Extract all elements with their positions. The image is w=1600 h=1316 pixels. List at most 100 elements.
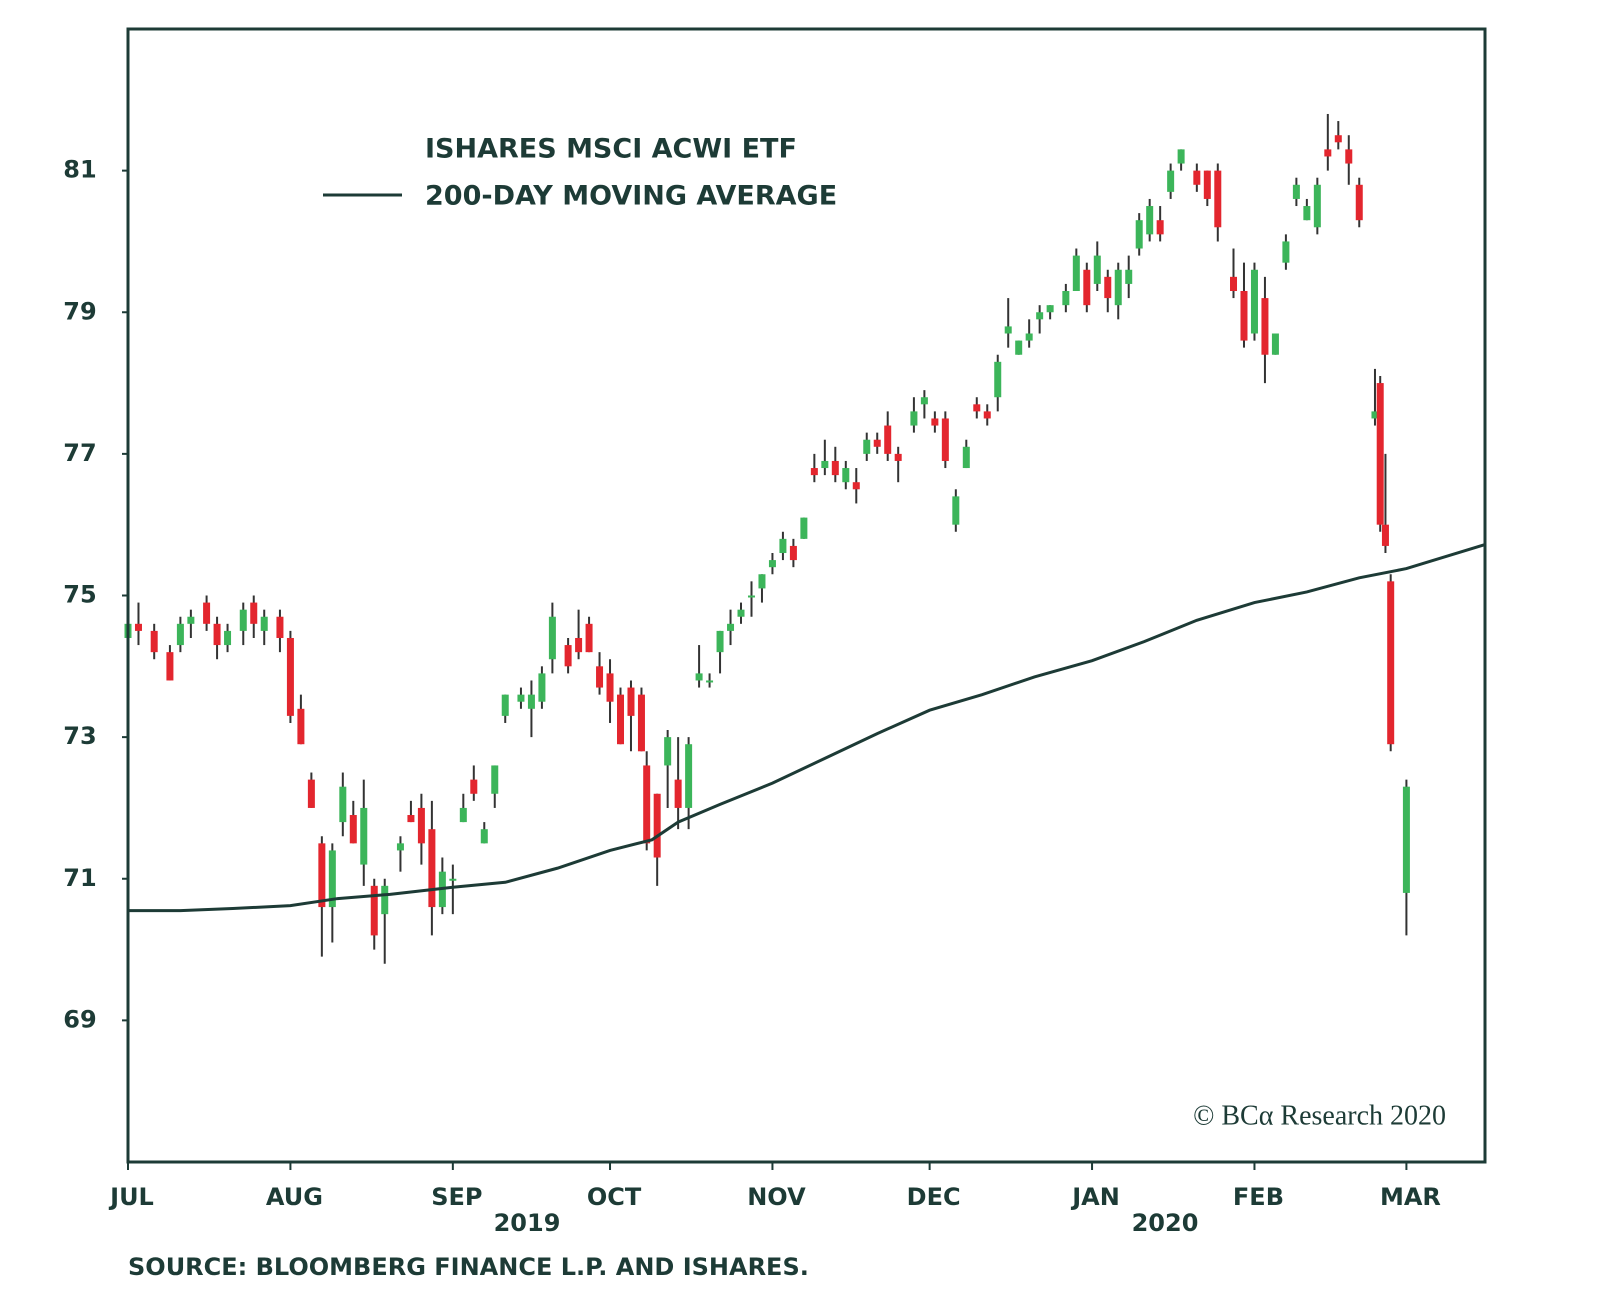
candle-body bbox=[821, 460, 829, 469]
candle-body bbox=[564, 645, 572, 667]
candle-body bbox=[381, 885, 389, 915]
candle-body bbox=[407, 815, 415, 823]
candle-body bbox=[370, 885, 378, 936]
candle-body bbox=[873, 439, 881, 447]
candle-body bbox=[166, 652, 174, 681]
candle-body bbox=[286, 637, 294, 716]
candle-body bbox=[810, 468, 818, 476]
candle-body bbox=[910, 411, 918, 426]
candle-body bbox=[1193, 170, 1201, 185]
candle-body bbox=[1072, 255, 1080, 292]
candle-body bbox=[1261, 298, 1269, 355]
candle-body bbox=[187, 616, 195, 624]
candle-body bbox=[1135, 220, 1143, 249]
plot-frame bbox=[126, 27, 1487, 1164]
candle-body bbox=[716, 630, 724, 653]
candle-body bbox=[1313, 184, 1321, 228]
candle-body bbox=[1025, 333, 1033, 341]
candle-body bbox=[863, 439, 871, 454]
candle-body bbox=[328, 850, 336, 908]
x-tick-label: NOV bbox=[747, 1183, 806, 1211]
x-tick-label: SEP bbox=[431, 1183, 482, 1211]
candle-body bbox=[417, 807, 425, 844]
candle-body bbox=[627, 687, 635, 716]
candle-body bbox=[789, 545, 797, 561]
candle-body bbox=[920, 397, 928, 405]
candle-body bbox=[884, 425, 892, 454]
candle-body bbox=[1355, 184, 1363, 221]
y-tick-label: 79 bbox=[63, 297, 96, 325]
candle-body bbox=[643, 765, 651, 844]
candle-body bbox=[617, 694, 625, 745]
candle-body bbox=[150, 630, 158, 653]
candle-body bbox=[307, 779, 315, 808]
candle-body bbox=[674, 779, 682, 808]
candle-body bbox=[842, 468, 850, 483]
candle-body bbox=[1292, 184, 1300, 199]
candle-body bbox=[1240, 291, 1248, 341]
candle-body bbox=[1282, 241, 1290, 263]
y-tick-label: 71 bbox=[63, 864, 96, 892]
candle-body bbox=[1015, 340, 1023, 355]
candle-body bbox=[527, 694, 535, 709]
y-tick-label: 77 bbox=[63, 439, 96, 467]
candle-body bbox=[768, 560, 776, 568]
candle-body bbox=[800, 517, 808, 539]
candle-body bbox=[1146, 206, 1154, 235]
candle-body bbox=[1036, 312, 1044, 320]
x-tick-label: AUG bbox=[266, 1183, 323, 1211]
candle-body bbox=[339, 786, 347, 823]
candle-body bbox=[941, 418, 949, 461]
candle-body bbox=[575, 637, 583, 653]
y-tick-label: 75 bbox=[63, 581, 96, 609]
candle-body bbox=[470, 779, 478, 794]
candle-body bbox=[1177, 149, 1185, 164]
candle-body bbox=[349, 815, 357, 844]
candle-body bbox=[685, 744, 693, 808]
candle-body bbox=[1167, 170, 1175, 192]
candle-body bbox=[606, 673, 614, 702]
candle-body bbox=[962, 446, 970, 469]
candle-body bbox=[491, 765, 499, 794]
candle-body bbox=[297, 708, 305, 745]
candle-body bbox=[1303, 206, 1311, 221]
legend-title: ISHARES MSCI ACWI ETF bbox=[425, 134, 797, 165]
candle-body bbox=[517, 694, 525, 702]
candle-body bbox=[1387, 581, 1395, 745]
candle-body bbox=[1334, 135, 1342, 143]
candle-body bbox=[318, 843, 326, 908]
candle-body bbox=[664, 737, 672, 766]
candle-body bbox=[1125, 269, 1133, 284]
candle-body bbox=[1271, 333, 1279, 355]
x-tick-label: FEB bbox=[1233, 1183, 1284, 1211]
candle-body bbox=[852, 482, 860, 490]
y-tick-label: 81 bbox=[63, 156, 96, 184]
moving-average-line bbox=[128, 543, 1486, 913]
candle-body bbox=[653, 793, 661, 858]
candle-body bbox=[250, 602, 258, 624]
candle-body bbox=[1203, 170, 1211, 199]
candle-body bbox=[548, 616, 556, 660]
candle-body bbox=[276, 616, 284, 638]
candle-body bbox=[360, 807, 368, 865]
candle-body bbox=[260, 616, 268, 631]
candle-body bbox=[459, 807, 467, 823]
candle-body bbox=[973, 404, 981, 412]
candle-body bbox=[1230, 276, 1238, 292]
candle-body bbox=[585, 623, 593, 653]
candle-body bbox=[1381, 524, 1389, 546]
candle-body bbox=[1156, 220, 1164, 235]
candle-body bbox=[203, 602, 211, 624]
candle-body bbox=[428, 829, 436, 908]
x-tick-label: JUL bbox=[108, 1183, 154, 1211]
candle-body bbox=[983, 411, 991, 419]
candle-body bbox=[931, 418, 939, 426]
candle-body bbox=[176, 623, 184, 646]
candle-body bbox=[1114, 269, 1122, 306]
year-label: 2020 bbox=[1132, 1209, 1199, 1237]
candle-body bbox=[727, 623, 735, 631]
candle-body bbox=[1004, 326, 1012, 334]
candle-body bbox=[538, 673, 546, 702]
candle-body bbox=[695, 673, 703, 681]
